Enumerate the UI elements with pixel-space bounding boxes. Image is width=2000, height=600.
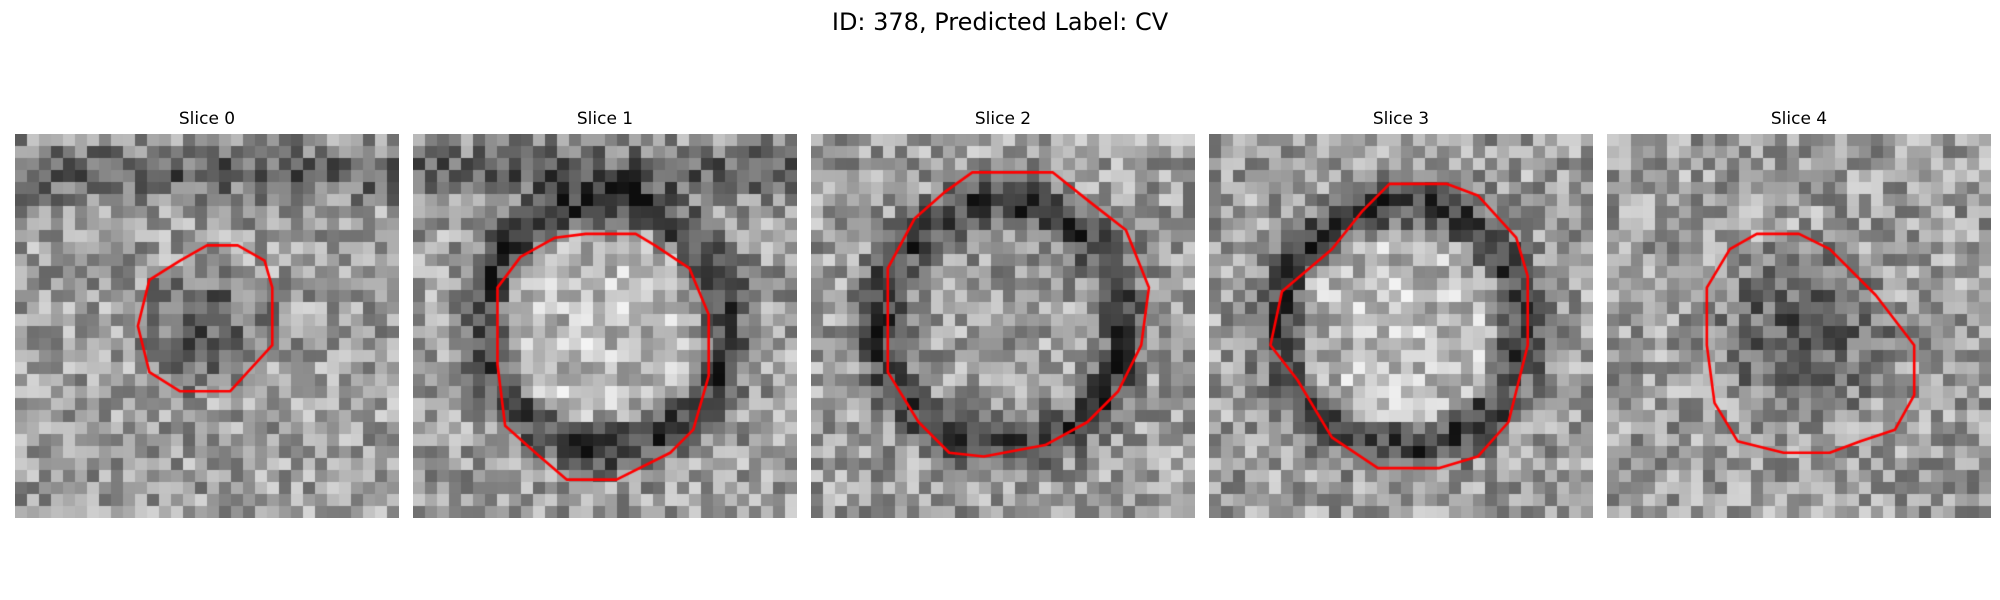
slice-title: Slice 3	[1372, 109, 1430, 129]
slice-title: Slice 1	[576, 109, 634, 129]
slice-image	[811, 134, 1195, 518]
slice-title: Slice 4	[1770, 109, 1828, 129]
slice-panel-2: Slice 2	[811, 108, 1195, 518]
slice-image	[15, 134, 399, 518]
slice-image	[1607, 134, 1991, 518]
slice-panel-0: Slice 0	[15, 108, 399, 518]
slice-title: Slice 0	[178, 109, 236, 129]
slice-panel-3: Slice 3	[1209, 108, 1593, 518]
slice-title: Slice 2	[974, 109, 1032, 129]
slice-image	[1209, 134, 1593, 518]
slice-panel-4: Slice 4	[1607, 108, 1991, 518]
slice-image	[413, 134, 797, 518]
figure-title: ID: 378, Predicted Label: CV	[831, 8, 1169, 36]
slice-panel-1: Slice 1	[413, 108, 797, 518]
